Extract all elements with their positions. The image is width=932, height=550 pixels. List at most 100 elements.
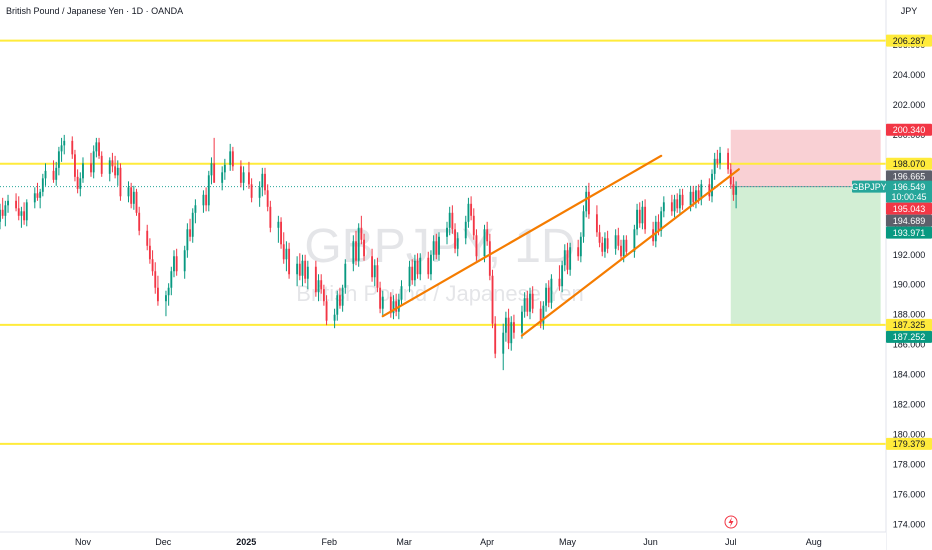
price-tick-label: 202.000: [893, 100, 926, 110]
candle-body: [692, 191, 695, 203]
price-tick-label: 192.000: [893, 250, 926, 260]
candle-body: [261, 173, 264, 188]
candle-body: [654, 221, 657, 242]
candle-body: [502, 332, 505, 354]
candle-body: [1, 209, 4, 216]
prev-close-badge: [886, 170, 932, 183]
price-tick-label: 184.000: [893, 370, 926, 380]
candle-body: [151, 259, 154, 272]
candle-body: [595, 214, 598, 233]
candle-body: [322, 289, 325, 302]
candle-body: [531, 293, 534, 309]
candle-body: [306, 266, 309, 279]
candle-body: [170, 271, 173, 288]
candle-body: [521, 311, 523, 333]
candle-body: [526, 298, 529, 312]
candle-body: [587, 191, 590, 215]
candle-body: [569, 247, 572, 270]
candle-body: [74, 154, 76, 177]
candle-body: [670, 202, 673, 212]
candle-body: [138, 212, 141, 231]
candle-body: [221, 172, 224, 183]
resist-label: 198.070: [893, 159, 926, 169]
time-tick-label: May: [559, 537, 577, 547]
price-tick-label: 188.000: [893, 310, 926, 320]
candle-body: [52, 170, 55, 180]
candle-body: [494, 323, 497, 354]
candle-body: [561, 265, 564, 287]
price-tick-label: 176.000: [893, 490, 926, 500]
time-axis-panel[interactable]: [0, 532, 886, 550]
candle-body: [130, 187, 133, 204]
candle-body: [620, 245, 622, 257]
candle-body: [566, 250, 569, 270]
candle-body: [735, 186, 738, 195]
candle-body: [529, 293, 531, 312]
b1-label: 195.043: [893, 204, 926, 214]
candle-body: [475, 235, 478, 257]
candle-body: [585, 191, 588, 212]
candle-body: [17, 208, 20, 216]
candle-body: [392, 301, 395, 314]
b2-label: 194.689: [893, 216, 926, 226]
candle-body: [617, 235, 620, 246]
time-tick-label: Jun: [643, 537, 658, 547]
channel-trendlines[interactable]: [381, 154, 740, 337]
level-low-label: 179.379: [893, 439, 926, 449]
candle-body: [317, 280, 320, 293]
target-label: 187.252: [893, 332, 926, 342]
trendline: [381, 154, 663, 318]
candle-body: [79, 178, 82, 189]
candle-body: [63, 140, 66, 146]
candle-body: [20, 211, 23, 216]
currency-label[interactable]: JPY: [901, 6, 918, 16]
lightning-icon[interactable]: [724, 515, 738, 529]
candle-body: [662, 202, 665, 212]
candle-body: [0, 209, 1, 222]
candle-body: [314, 266, 317, 293]
watermark-description: British Pound / Japanese Yen: [296, 281, 583, 306]
candle-body: [732, 184, 735, 195]
candle-body: [258, 187, 261, 198]
candle-body: [713, 158, 716, 174]
candle-body: [545, 287, 547, 306]
price-axis-panel[interactable]: [886, 0, 932, 550]
candle-body: [296, 263, 299, 275]
candle-body: [269, 206, 272, 228]
b1-badge: [886, 202, 932, 215]
candle-body: [114, 166, 117, 176]
price-tick-label: 190.000: [893, 280, 926, 290]
candle-body: [148, 245, 151, 260]
time-tick-label: Aug: [806, 537, 822, 547]
candle-body: [207, 175, 210, 206]
candle-body: [76, 176, 79, 189]
candle-body: [167, 287, 170, 296]
candle-body: [146, 230, 149, 246]
candle-body: [689, 191, 692, 206]
candle-body: [36, 193, 39, 198]
stop-badge: [886, 123, 932, 136]
candle-body: [416, 260, 419, 275]
candle-body: [700, 184, 703, 200]
candle-body: [39, 191, 42, 198]
time-tick-label: Mar: [396, 537, 412, 547]
candle-body: [41, 178, 44, 192]
position-tool[interactable]: [730, 129, 881, 326]
horizontal-levels[interactable]: [0, 39, 886, 445]
candle-body: [373, 265, 376, 278]
candle-body: [242, 172, 245, 183]
candle-body: [657, 221, 660, 231]
candle-body: [90, 163, 92, 173]
last-price-label: 196.549: [893, 182, 926, 192]
time-tick-label: 2025: [236, 537, 256, 547]
candle-body: [641, 206, 644, 224]
resist-badge: [886, 157, 932, 170]
candle-body: [264, 173, 266, 191]
candle-body: [430, 254, 432, 275]
candle-body: [451, 212, 454, 230]
candle-body: [636, 209, 639, 230]
candle-body: [438, 236, 440, 255]
candle-body: [673, 199, 676, 212]
candle-body: [638, 209, 641, 224]
